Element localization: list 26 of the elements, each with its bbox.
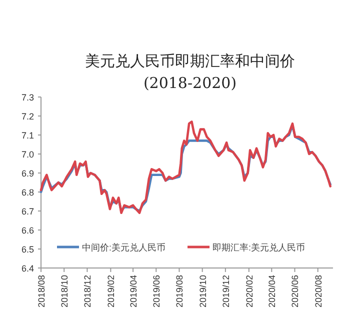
x-tick-label: 2020/04 (267, 275, 278, 308)
y-tick-label: 6.8 (21, 188, 34, 198)
x-tick-label: 2019/10 (198, 275, 208, 308)
y-tick-label: 6.4 (21, 264, 34, 274)
y-tick-label: 7.0 (21, 150, 34, 160)
y-tick-label: 6.5 (21, 244, 34, 254)
y-tick-label: 7.3 (21, 92, 34, 102)
x-tick-label: 2019/02 (106, 275, 116, 308)
x-tick-label: 2018/10 (60, 275, 70, 308)
legend-label: 即期汇率:美元兑人民币 (212, 242, 306, 252)
y-tick-label: 6.9 (21, 168, 34, 178)
y-tick-label: 7.1 (21, 130, 34, 140)
y-tick-label: 6.6 (21, 226, 34, 236)
legend-label: 中间价:美元兑人民币 (82, 242, 166, 252)
x-tick-label: 2020/02 (244, 275, 254, 308)
chart-title: 美元兑人民币即期汇率和中间价 (2018-2020) (85, 52, 295, 92)
x-tick-label: 2019/12 (220, 275, 231, 308)
x-tick-label: 2018/12 (82, 275, 93, 308)
x-tick-label: 2020/08 (313, 275, 324, 308)
x-tick-label: 2019/04 (128, 275, 139, 308)
x-tick-label: 2019/06 (152, 275, 162, 308)
x-tick-label: 2018/08 (36, 275, 46, 308)
x-tick-label: 2020/06 (290, 275, 300, 308)
x-tick-label: 2019/08 (174, 275, 185, 308)
y-tick-label: 7.2 (21, 112, 34, 122)
y-tick-label: 6.7 (21, 206, 34, 216)
